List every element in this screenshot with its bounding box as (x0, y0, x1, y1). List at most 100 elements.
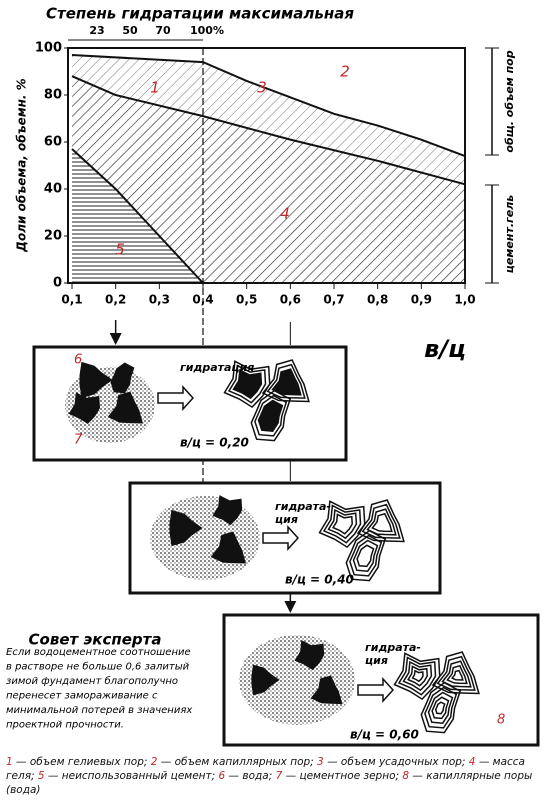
water (150, 496, 260, 580)
expert-text: перенесет замораживание с (6, 691, 158, 702)
region-label: 4 (280, 205, 290, 223)
top-tick-label: 50 (122, 24, 138, 37)
hydrate-ring (261, 359, 310, 403)
cement-grain (294, 640, 325, 671)
hydrate-ring (361, 503, 401, 539)
region-cement (72, 149, 203, 283)
curve (71, 75, 466, 186)
legend-number: 7 (275, 770, 283, 782)
expert-text: зимой фундамент благополучно (6, 675, 178, 687)
panel-number: 7 (74, 433, 83, 448)
expert-text: минимальной потерей в значениях (6, 705, 192, 716)
chart-title: Степень гидратации максимальная (46, 5, 354, 23)
hydrate-ring (322, 504, 362, 544)
x-tick-label: 0,6 (280, 293, 301, 307)
y-tick-label: 40 (44, 182, 62, 197)
legend-text: — объем капиллярных пор; (157, 756, 318, 768)
hydrate-ring (397, 656, 437, 696)
panel-label: гидрата- (275, 500, 331, 513)
panel-label: гидрата- (365, 641, 421, 654)
side-label: цемент.гель (503, 195, 516, 273)
x-tick-label: 0,8 (367, 293, 388, 307)
hydrate-ring (393, 652, 441, 701)
expert-text: проектной прочности. (6, 720, 124, 731)
cement-grain (210, 531, 246, 564)
hydrate-ring (352, 539, 379, 572)
hydrate-ring (254, 394, 288, 437)
top-tick-label: 70 (155, 24, 171, 37)
region-label: 5 (115, 241, 125, 259)
legend-text: — неиспользованный цемент; (44, 770, 219, 782)
hydrate-ring (411, 669, 424, 683)
panel-label: гидратация (180, 361, 254, 374)
cement-grain (107, 391, 143, 424)
legend-number: 1 (6, 756, 13, 768)
legend-text: — объем гелиевых пор; (12, 756, 151, 768)
legend: 1 — объем гелиевых пор; 2 — объем капилл… (6, 755, 541, 797)
y-axis-title: Доли объема, объемн. % (15, 78, 29, 252)
hydrate-ring (356, 499, 405, 543)
top-tick-label: 23 (89, 24, 104, 37)
x-tick-label: 0,5 (236, 293, 257, 307)
cement-grain (310, 675, 343, 705)
hydrate-ring (271, 368, 302, 396)
hydrate-ring (332, 513, 353, 535)
hydrate-ring (427, 691, 454, 724)
x-tick-label: 0,2 (105, 293, 126, 307)
legend-number: 6 (218, 770, 226, 782)
hydrate-ring (345, 529, 387, 582)
expert-text: в растворе не больше 0,6 залитый (6, 661, 190, 673)
cement-grain (212, 495, 243, 526)
expert-text: Если водоцементное соотношение (6, 647, 191, 658)
x-tick-label: 0,3 (149, 293, 170, 307)
region-label: 2 (340, 63, 350, 81)
cement-grain (169, 509, 203, 547)
hydrate-ring (257, 399, 284, 432)
panel-number: 6 (74, 353, 82, 368)
hydrate-ring (371, 512, 393, 533)
side-label: общ. объем пор (503, 50, 516, 152)
hydrate-ring (451, 669, 464, 681)
arrow (262, 525, 300, 551)
panel-label: ция (275, 513, 298, 526)
hydrate-ring (318, 500, 366, 549)
legend-text: — капиллярные поры (вода) (6, 770, 533, 796)
region-gel (72, 76, 465, 283)
x-tick-label: 0,9 (411, 293, 432, 307)
x-tick-label: 1,0 (454, 293, 475, 307)
hydrate-ring (327, 508, 358, 540)
hydrate-ring (356, 544, 375, 568)
diagram: Степень гидратации максимальная в/ц Доли… (6, 5, 540, 747)
expert-title: Совет эксперта (29, 631, 162, 649)
y-tick-label: 100 (35, 41, 62, 56)
hydrate-ring (223, 360, 271, 409)
hydrate-ring (349, 534, 383, 577)
hydrate-ring (266, 363, 306, 399)
panel-ratio: в/ц = 0,20 (180, 436, 249, 450)
hydrate-ring (407, 665, 428, 687)
x-axis-title: в/ц (424, 335, 466, 363)
panel-number: 8 (497, 713, 505, 728)
hydrate-ring (441, 660, 472, 688)
legend-number: 4 (468, 756, 476, 768)
hydrate-ring (431, 696, 450, 720)
y-tick-label: 80 (44, 88, 62, 103)
arrow (157, 385, 195, 411)
legend-text: — масса геля; (6, 756, 525, 782)
hydrate-ring (436, 655, 476, 691)
plot-frame (67, 47, 466, 284)
hydrate-ring (232, 368, 263, 400)
region-label: 3 (257, 79, 267, 97)
curve (71, 148, 204, 284)
hydrate-ring (424, 686, 458, 729)
legend-text: — цементное зерно; (282, 770, 403, 782)
panel-label: ция (365, 654, 388, 667)
arrow (357, 677, 395, 703)
curve (71, 54, 466, 158)
hydrate-ring (434, 701, 446, 715)
y-tick-label: 0 (53, 276, 62, 291)
y-tick-label: 20 (44, 229, 62, 244)
legend-number: 3 (317, 756, 324, 768)
cement-grain (110, 362, 135, 394)
